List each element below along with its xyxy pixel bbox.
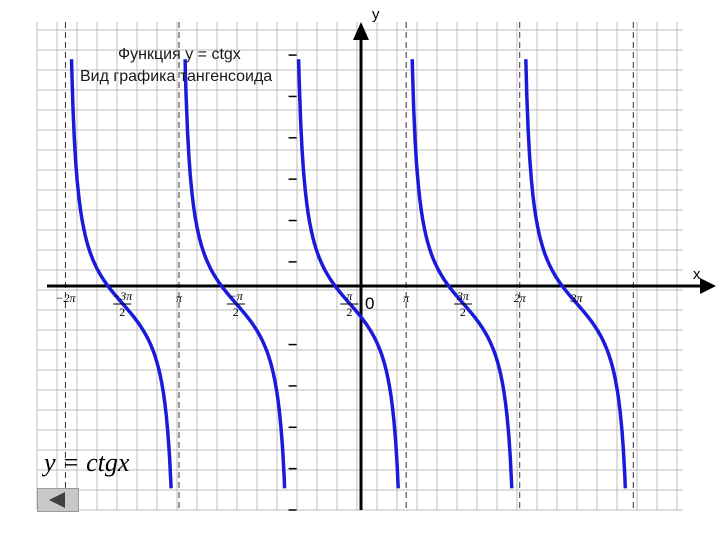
back-button[interactable]: [37, 488, 79, 512]
ctg-branch: [524, 59, 628, 489]
x-tick-label: 2π: [514, 291, 527, 305]
ctg-branch: [183, 59, 287, 489]
x-tick-denominator: 2: [460, 305, 466, 319]
chart-title-line-1: Функция y = ctgx: [118, 46, 241, 63]
x-tick-label: π: [403, 291, 410, 305]
y-axis-arrow: [353, 22, 369, 40]
ctg-branch: [296, 59, 400, 489]
x-tick-numerator: −π: [229, 289, 244, 303]
y-axis-label: y: [372, 6, 380, 23]
x-axis-arrow: [700, 278, 716, 294]
axes: [47, 22, 716, 511]
x-tick-numerator: 3π: [456, 289, 470, 303]
formula-label: y = ctgx: [44, 448, 130, 477]
triangle-left-icon: [49, 492, 65, 508]
chart-title-line-2: Вид графика тангенсоида: [80, 68, 273, 85]
x-tick-numerator: −3π: [112, 289, 133, 303]
x-tick-numerator: π: [346, 289, 353, 303]
x-tick-label: 3π: [569, 291, 583, 305]
x-axis-label: x: [693, 266, 701, 283]
origin-label: 0: [365, 294, 375, 313]
x-tick-denominator: 2: [233, 305, 239, 319]
ctg-branch: [410, 59, 514, 489]
x-tick-label: π: [176, 291, 183, 305]
asymptotes: [64, 22, 634, 510]
ctg-branch: [69, 59, 173, 489]
x-tick-denominator: 2: [119, 305, 125, 319]
ctg-curves: [69, 59, 628, 489]
x-tick-denominator: 2: [346, 305, 352, 319]
x-tick-label: −2π: [55, 291, 76, 305]
